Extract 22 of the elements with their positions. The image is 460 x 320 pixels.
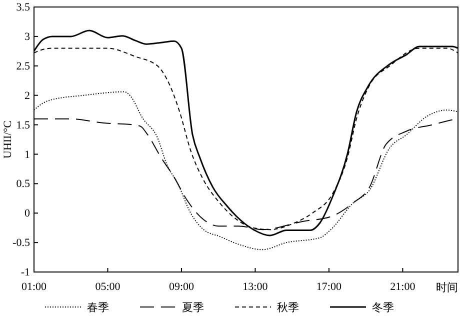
x-tick-label: 09:00 <box>168 280 195 293</box>
x-tick-label: 05:00 <box>95 280 121 293</box>
y-tick-label: 0 <box>24 208 30 220</box>
y-tick-label: 2.5 <box>16 60 30 72</box>
x-tick-label: 21:00 <box>390 280 416 293</box>
legend-label: 秋季 <box>277 301 299 314</box>
y-tick-label: -1 <box>20 266 30 279</box>
x-axis-title: 时间 <box>436 281 458 294</box>
x-tick-label: 17:00 <box>316 280 342 293</box>
x-tick-label: 13:00 <box>242 280 268 293</box>
legend-label: 冬季 <box>372 301 394 314</box>
y-tick-label: 3.5 <box>16 2 30 14</box>
x-tick-label: 01:00 <box>21 280 48 293</box>
legend-label: 春季 <box>87 301 109 314</box>
y-tick-label: 0.5 <box>16 178 30 190</box>
y-tick-label: 1 <box>24 148 30 161</box>
y-tick-label: 1.5 <box>16 119 30 132</box>
y-tick-label: -0.5 <box>12 237 30 250</box>
y-axis-title: UHII/°C <box>2 120 14 159</box>
y-tick-label: 2 <box>24 90 30 102</box>
y-tick-label: 3 <box>24 30 30 43</box>
legend-label: 夏季 <box>182 301 204 314</box>
